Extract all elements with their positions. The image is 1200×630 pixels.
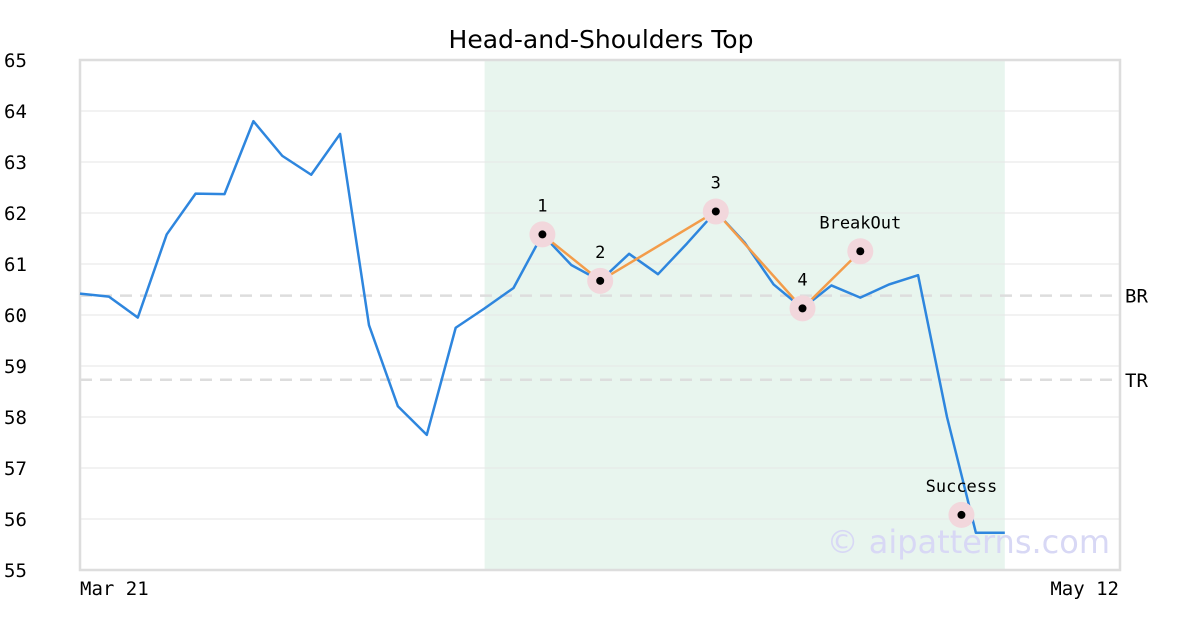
y-tick-label: 56 <box>4 509 27 531</box>
plot-frame <box>78 58 1122 572</box>
y-tick-label: 62 <box>4 203 27 225</box>
y-tick-label: 60 <box>4 305 27 327</box>
y-axis-ticks: 65 64 63 62 61 60 59 58 57 56 55 <box>4 50 27 582</box>
marker-dot-success <box>957 510 966 519</box>
y-tick-label: 57 <box>4 458 27 480</box>
x-tick-label-end: May 12 <box>1050 578 1119 600</box>
level-label-tr: TR <box>1125 370 1148 392</box>
marker-label-breakout: BreakOut <box>819 213 901 233</box>
x-axis-ticks: Mar 21 May 12 <box>80 578 1119 600</box>
marker-dot-4 <box>798 304 807 313</box>
level-lines: BR TR <box>80 286 1148 392</box>
y-tick-label: 65 <box>4 50 27 72</box>
level-label-br: BR <box>1125 286 1148 308</box>
y-tick-label: 59 <box>4 356 27 378</box>
marker-dot-breakout <box>856 247 865 256</box>
marker-label-2: 2 <box>595 243 605 263</box>
marker-label-1: 1 <box>537 196 547 216</box>
y-tick-label: 58 <box>4 407 27 429</box>
marker-label-3: 3 <box>711 173 721 193</box>
y-tick-label: 61 <box>4 254 27 276</box>
marker-label-4: 4 <box>797 270 807 290</box>
marker-dot-2 <box>596 276 605 285</box>
marker-dot-3 <box>711 207 720 216</box>
x-tick-label-start: Mar 21 <box>80 578 149 600</box>
y-tick-label: 63 <box>4 152 27 174</box>
watermark: © aipatterns.com <box>827 523 1110 561</box>
marker-label-success: Success <box>926 477 998 497</box>
y-tick-label: 55 <box>4 560 27 582</box>
pattern-markers: 1 2 3 4 BreakOut Success <box>529 173 998 528</box>
y-tick-label: 64 <box>4 101 27 123</box>
chart-title: Head-and-Shoulders Top <box>449 25 754 54</box>
marker-dot-1 <box>538 230 547 239</box>
